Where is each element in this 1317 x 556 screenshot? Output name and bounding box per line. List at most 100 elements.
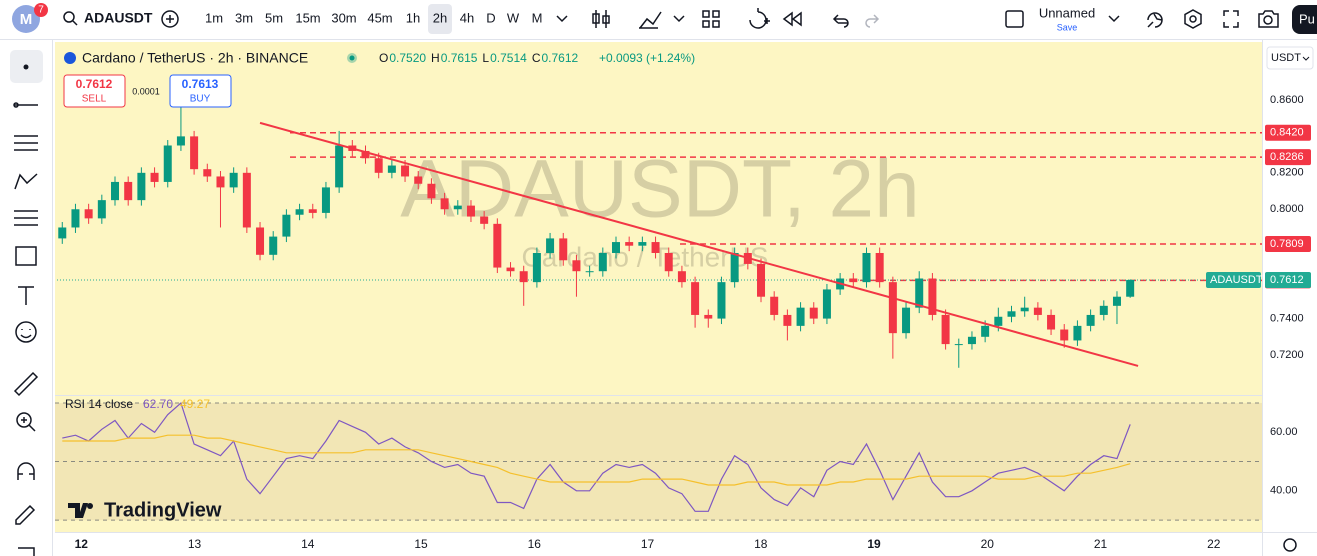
candle-body: [480, 216, 489, 224]
templates-icon[interactable]: [702, 10, 720, 28]
indicators-icon[interactable]: [639, 11, 662, 29]
timeframe[interactable]: 30m: [331, 10, 356, 25]
ray-label-bg: [1265, 236, 1311, 253]
timeframe[interactable]: M: [532, 10, 543, 25]
emoji-tool[interactable]: [15, 321, 37, 343]
symbol[interactable]: ADAUSDT: [84, 10, 153, 26]
emoji-face[interactable]: [20, 329, 32, 339]
trendline-tool[interactable]: [13, 102, 38, 108]
badge-circle[interactable]: [34, 3, 48, 17]
settings-icon-core[interactable]: [1189, 15, 1197, 23]
logo-dot[interactable]: [87, 503, 93, 509]
currency-button[interactable]: [1266, 46, 1314, 70]
publish-button[interactable]: [1292, 5, 1317, 34]
rsi-legend: RSI 14 close 62.70 49.27: [65, 397, 210, 411]
timeframes: 1m 3m 5m 15m 30m 45m 1h 2h 4h D W M: [205, 10, 542, 25]
text-tool[interactable]: [18, 286, 34, 305]
timeframe-dropdown[interactable]: [556, 15, 568, 23]
currency-dropdown[interactable]: [1302, 56, 1310, 61]
last-price-label-bg: [1265, 271, 1311, 288]
buy-price[interactable]: 0.7613: [182, 77, 219, 91]
projection-tool[interactable]: [14, 210, 38, 226]
replay-icon[interactable]: [782, 11, 802, 27]
badge-count[interactable]: 7: [38, 5, 44, 16]
timeframe[interactable]: 45m: [367, 10, 392, 25]
candle-body: [664, 252, 673, 272]
buy-button[interactable]: [169, 74, 232, 108]
currency[interactable]: USDT: [1271, 52, 1301, 64]
drawing-toolbar: [10, 50, 43, 556]
search-icon[interactable]: [63, 11, 75, 23]
candle-body: [1033, 307, 1042, 315]
cursor-tool[interactable]: [23, 64, 29, 70]
ohlc-value: 0.7612: [541, 51, 578, 65]
tradingview-logo[interactable]: TradingView: [68, 499, 222, 521]
candle-body: [242, 172, 251, 228]
timeframe[interactable]: 4h: [460, 10, 474, 25]
layout-name[interactable]: Unnamed: [1039, 5, 1095, 20]
candle-body: [691, 282, 700, 315]
x-tick-label: 19: [867, 537, 881, 551]
x-tick-label: 21: [1094, 537, 1108, 551]
timeframe[interactable]: D: [486, 10, 495, 25]
sell-label[interactable]: SELL: [82, 94, 107, 105]
candle-body: [1073, 325, 1082, 341]
candle-body: [559, 238, 568, 261]
candles-icon[interactable]: [592, 10, 610, 28]
logo-mark[interactable]: [68, 503, 88, 518]
candle-body: [822, 289, 831, 319]
magnet-tool[interactable]: [17, 462, 35, 480]
indicators-dropdown[interactable]: [673, 15, 685, 23]
timeframe[interactable]: 5m: [265, 10, 283, 25]
settings-icon[interactable]: [1184, 9, 1202, 29]
timeframe[interactable]: 2h: [433, 10, 447, 25]
save-label[interactable]: Save: [1057, 22, 1078, 32]
candle-body: [137, 172, 146, 201]
timeframe[interactable]: 15m: [295, 10, 320, 25]
chart-title: Cardano / TetherUS · 2h · BINANCE: [82, 50, 308, 66]
timeframe[interactable]: 1h: [406, 10, 420, 25]
plus[interactable]: [166, 15, 174, 23]
timeframe[interactable]: W: [507, 10, 520, 25]
undo-icon[interactable]: [832, 14, 849, 28]
layout-dropdown[interactable]: [1108, 15, 1120, 23]
lock-tool[interactable]: [15, 504, 36, 525]
alert-icon[interactable]: [749, 8, 770, 29]
measure-tool[interactable]: [13, 371, 39, 397]
compare-button[interactable]: [161, 10, 179, 28]
fullscreen-icon[interactable]: [1223, 10, 1239, 28]
avatar-circle[interactable]: [12, 5, 40, 33]
publish-label[interactable]: Pu: [1299, 11, 1315, 26]
timeframe[interactable]: 3m: [235, 10, 253, 25]
x-tick-label: 18: [754, 537, 768, 551]
search-icon-handle[interactable]: [72, 20, 78, 26]
shapes-tool[interactable]: [15, 246, 37, 266]
candle-body: [1086, 314, 1095, 326]
logo-text[interactable]: TradingView: [104, 499, 222, 521]
candle-body: [427, 183, 436, 199]
symbol-search[interactable]: ADAUSDT: [63, 10, 153, 26]
time-scale-settings[interactable]: [1283, 538, 1297, 552]
rsi-title: RSI 14 close: [65, 397, 133, 411]
sell-button[interactable]: [63, 74, 126, 108]
avatar[interactable]: M 7: [12, 3, 48, 33]
buy-label[interactable]: BUY: [190, 94, 211, 105]
zoom-tool[interactable]: [16, 412, 32, 428]
avatar-letter[interactable]: M: [20, 11, 33, 28]
snapshot-lens[interactable]: [1263, 15, 1273, 25]
candle-body: [730, 252, 739, 283]
candle-body: [97, 200, 106, 219]
layout-checkbox[interactable]: [1005, 10, 1024, 28]
snapshot-icon[interactable]: [1258, 10, 1279, 28]
candle-body: [111, 181, 120, 201]
ohlc-key: C: [532, 51, 541, 65]
plus-circle[interactable]: [161, 10, 179, 28]
candle-body: [282, 214, 291, 237]
sell-price[interactable]: 0.7612: [76, 77, 113, 91]
timeframe[interactable]: 1m: [205, 10, 223, 25]
fib-tool[interactable]: [14, 135, 38, 151]
pattern-tool[interactable]: [14, 173, 38, 190]
trash-tool[interactable]: [18, 547, 35, 556]
quick-search-icon[interactable]: [1147, 12, 1163, 28]
zoom-tool-plus[interactable]: [21, 417, 36, 432]
